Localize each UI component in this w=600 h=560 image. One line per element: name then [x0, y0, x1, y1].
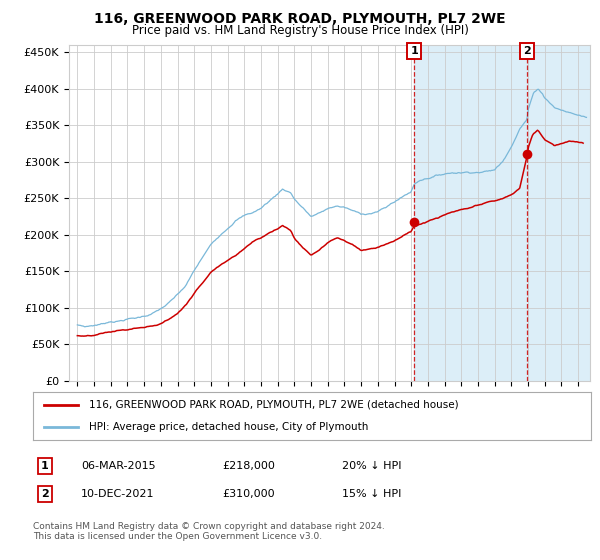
Text: 1: 1 [410, 46, 418, 55]
Text: 20% ↓ HPI: 20% ↓ HPI [342, 461, 401, 471]
Text: 10-DEC-2021: 10-DEC-2021 [81, 489, 155, 499]
Text: 06-MAR-2015: 06-MAR-2015 [81, 461, 155, 471]
Text: 1: 1 [41, 461, 49, 471]
Text: £218,000: £218,000 [222, 461, 275, 471]
Text: £310,000: £310,000 [222, 489, 275, 499]
Text: Contains HM Land Registry data © Crown copyright and database right 2024.
This d: Contains HM Land Registry data © Crown c… [33, 522, 385, 542]
Bar [414, 45, 590, 381]
Text: 116, GREENWOOD PARK ROAD, PLYMOUTH, PL7 2WE: 116, GREENWOOD PARK ROAD, PLYMOUTH, PL7 … [94, 12, 506, 26]
Text: Price paid vs. HM Land Registry's House Price Index (HPI): Price paid vs. HM Land Registry's House … [131, 24, 469, 37]
Text: 116, GREENWOOD PARK ROAD, PLYMOUTH, PL7 2WE (detached house): 116, GREENWOOD PARK ROAD, PLYMOUTH, PL7 … [89, 400, 458, 410]
Text: 2: 2 [523, 46, 531, 55]
Text: 2: 2 [41, 489, 49, 499]
Text: 15% ↓ HPI: 15% ↓ HPI [342, 489, 401, 499]
Text: HPI: Average price, detached house, City of Plymouth: HPI: Average price, detached house, City… [89, 422, 368, 432]
